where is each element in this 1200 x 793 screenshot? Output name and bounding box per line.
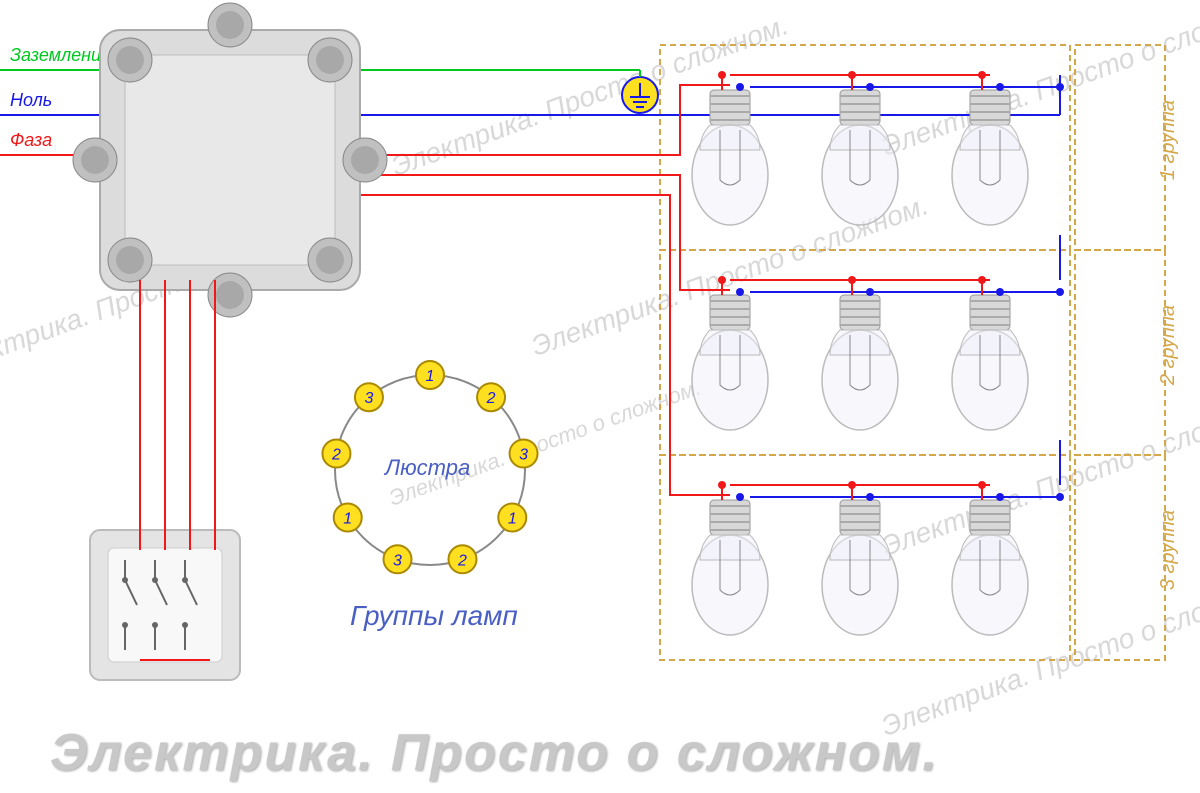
svg-text:3: 3 [519,447,528,464]
svg-text:2: 2 [331,447,341,464]
svg-text:3: 3 [393,552,402,569]
svg-text:2: 2 [486,390,496,407]
svg-text:1: 1 [343,511,352,528]
diagram-svg: 1 2 3 1 2 3 1 2 3 [0,0,1200,793]
svg-text:2: 2 [457,552,467,569]
svg-text:1: 1 [426,368,435,385]
svg-text:1: 1 [508,511,517,528]
svg-text:3: 3 [364,390,373,407]
